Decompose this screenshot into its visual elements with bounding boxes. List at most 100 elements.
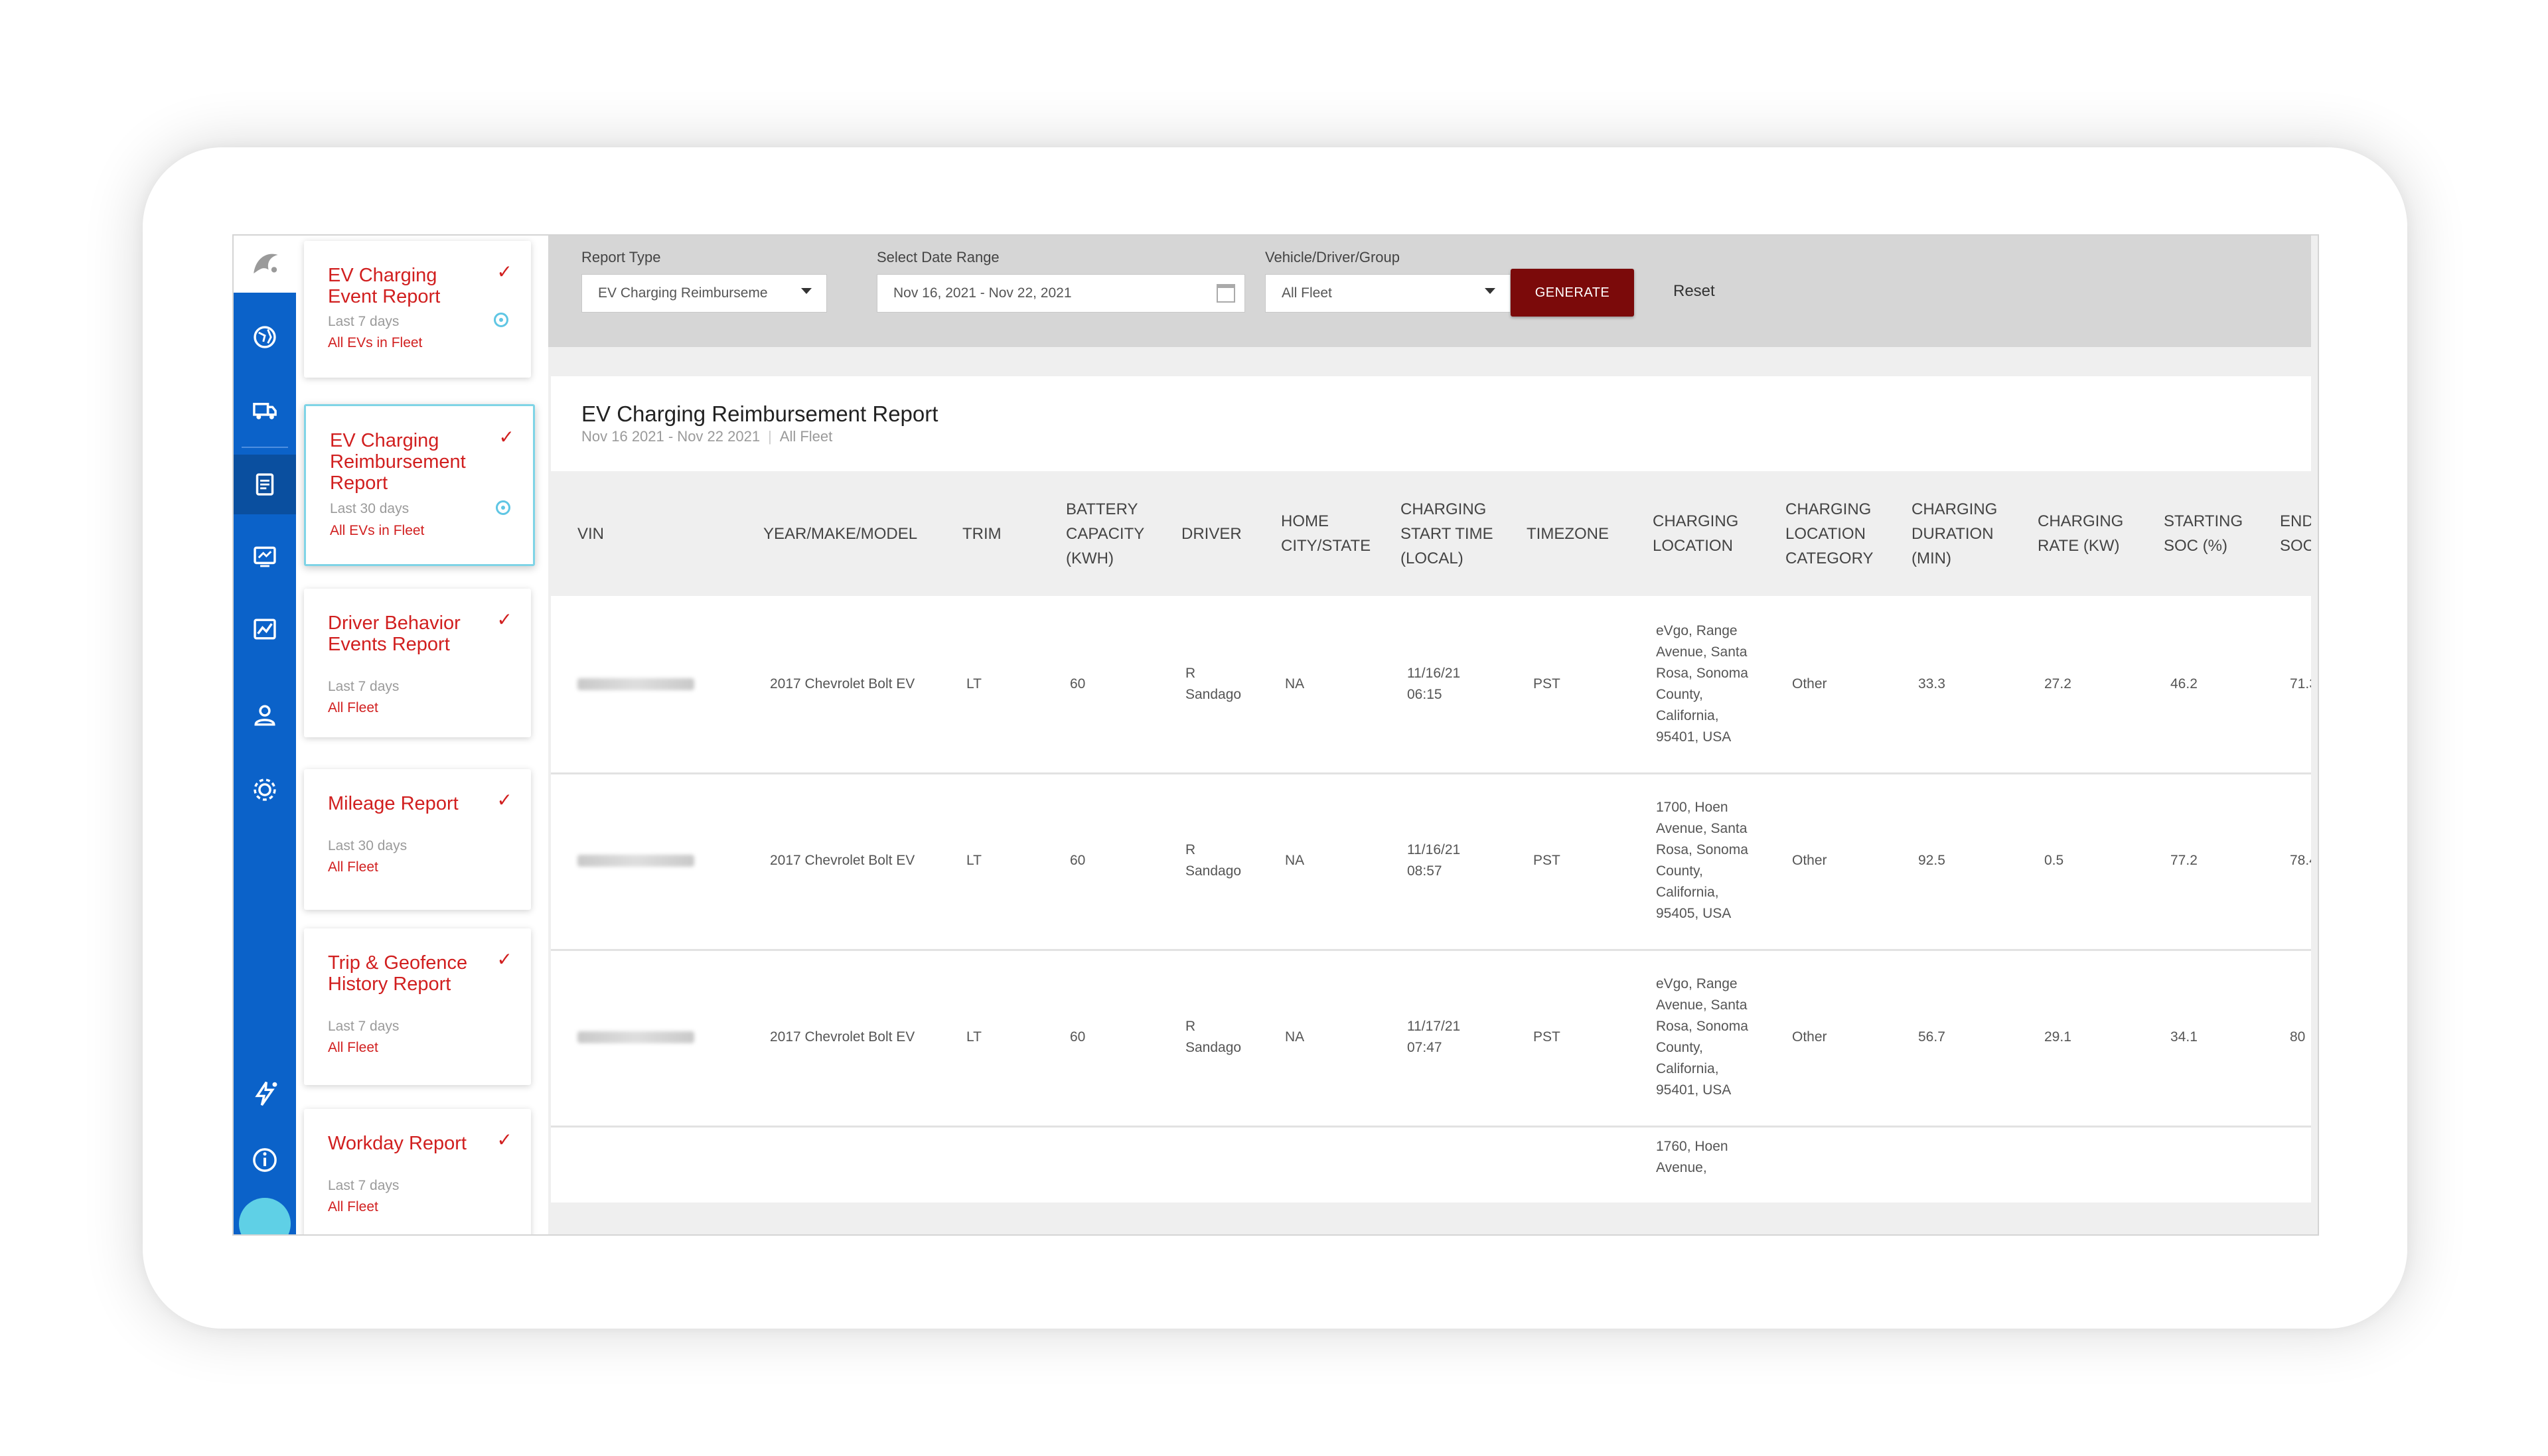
users-icon[interactable] xyxy=(234,686,296,745)
rate-cell: 29.1 xyxy=(2044,1029,2071,1045)
trim-cell: LT xyxy=(966,676,982,692)
table-row[interactable]: 2017 Chevrolet Bolt EV LT 60 R Sandago N… xyxy=(551,949,2311,1128)
column-header[interactable]: DRIVER xyxy=(1181,524,1242,543)
report-card-period: Last 30 days xyxy=(328,838,408,853)
column-header[interactable]: CHARGING LOCATION xyxy=(1653,512,1739,555)
date-range-input[interactable]: Nov 16, 2021 - Nov 22, 2021 xyxy=(877,274,1245,313)
globe-icon[interactable] xyxy=(234,307,296,367)
report-type-value: EV Charging Reimburseme xyxy=(598,285,768,301)
info-icon[interactable] xyxy=(234,1130,296,1190)
redacted-vin xyxy=(577,678,694,690)
dashboard-icon[interactable] xyxy=(234,526,296,586)
check-icon: ✓ xyxy=(496,1129,512,1150)
start-time-cell: 11/16/21 08:57 xyxy=(1407,842,1461,879)
check-icon: ✓ xyxy=(496,790,512,810)
report-card-title: EV Charging Event Report xyxy=(328,265,441,307)
report-card-scope: All EVs in Fleet xyxy=(328,335,423,350)
start-time-cell: 11/17/21 07:47 xyxy=(1407,1019,1461,1055)
column-header[interactable]: CHARGING DURATION (MIN) xyxy=(1911,500,1998,567)
check-icon: ✓ xyxy=(498,427,514,447)
chevron-down-icon xyxy=(801,288,812,294)
report-card-title: EV Charging Reimbursement Report xyxy=(330,430,466,494)
report-card-trip-geofence[interactable]: Trip & Geofence History Report ✓ Last 7 … xyxy=(304,928,531,1085)
column-header[interactable]: HOME CITY/STATE xyxy=(1281,512,1371,555)
capacity-cell: 60 xyxy=(1070,676,1086,692)
date-range-label: Select Date Range xyxy=(877,249,1000,265)
group-value: All Fleet xyxy=(1282,285,1332,301)
column-header[interactable]: CHARGING LOCATION CATEGORY xyxy=(1785,500,1874,567)
table-row[interactable]: 1760, Hoen Avenue, xyxy=(551,1123,2311,1202)
report-icon[interactable] xyxy=(234,455,296,514)
report-content: EV Charging Reimbursement Report Nov 16 … xyxy=(551,376,2311,1232)
column-header[interactable]: BATTERY CAPACITY (KWH) xyxy=(1066,500,1144,567)
report-card-ev-charging-reimbursement[interactable]: EV Charging Reimbursement Report ✓ Last … xyxy=(304,404,535,566)
report-list: EV Charging Event Report ✓ Last 7 days A… xyxy=(296,236,548,1234)
schedule-icon xyxy=(494,313,508,327)
ymm-cell: 2017 Chevrolet Bolt EV xyxy=(770,1029,915,1045)
report-card-scope: All Fleet xyxy=(328,1040,378,1055)
truck-icon[interactable] xyxy=(234,380,296,440)
report-card-scope: All Fleet xyxy=(328,1199,378,1214)
category-cell: Other xyxy=(1792,1029,1827,1045)
table-row[interactable]: 2017 Chevrolet Bolt EV LT 60 R Sandago N… xyxy=(551,596,2311,774)
gear-icon[interactable] xyxy=(234,760,296,820)
timezone-cell: PST xyxy=(1533,1029,1560,1045)
location-cell: eVgo, Range Avenue, Santa Rosa, Sonoma C… xyxy=(1656,623,1748,745)
report-type-select[interactable]: EV Charging Reimburseme xyxy=(581,274,827,313)
column-header[interactable]: STARTING SOC (%) xyxy=(2164,512,2243,555)
report-card-scope: All Fleet xyxy=(328,859,378,875)
column-header[interactable]: TIMEZONE xyxy=(1527,524,1609,543)
chart-icon[interactable] xyxy=(234,599,296,659)
column-header[interactable]: YEAR/MAKE/MODEL xyxy=(763,524,918,543)
avatar[interactable] xyxy=(239,1198,291,1234)
vin-cell xyxy=(577,596,694,772)
category-cell: Other xyxy=(1792,676,1827,692)
location-cell: 1700, Hoen Avenue, Santa Rosa, Sonoma Co… xyxy=(1656,800,1748,921)
report-card-period: Last 7 days xyxy=(328,314,400,329)
report-card-driver-behavior[interactable]: Driver Behavior Events Report ✓ Last 7 d… xyxy=(304,589,531,737)
rate-cell: 0.5 xyxy=(2044,853,2064,868)
group-label: Vehicle/Driver/Group xyxy=(1265,249,1400,265)
table-row[interactable]: 2017 Chevrolet Bolt EV LT 60 R Sandago N… xyxy=(551,772,2311,951)
vin-cell xyxy=(577,949,694,1126)
end-soc-cell: 78.4 xyxy=(2290,853,2311,868)
report-card-title: Driver Behavior Events Report xyxy=(328,613,461,655)
report-card-ev-charging-event[interactable]: EV Charging Event Report ✓ Last 7 days A… xyxy=(304,241,531,378)
column-header[interactable]: VIN xyxy=(577,524,605,543)
home-cell: NA xyxy=(1285,1029,1305,1045)
duration-cell: 92.5 xyxy=(1918,853,1945,868)
column-header[interactable]: CHARGING START TIME (LOCAL) xyxy=(1400,500,1493,567)
ymm-cell: 2017 Chevrolet Bolt EV xyxy=(770,676,915,692)
charging-icon[interactable] xyxy=(234,1064,296,1124)
location-cell: eVgo, Range Avenue, Santa Rosa, Sonoma C… xyxy=(1656,976,1748,1098)
redacted-vin xyxy=(577,1031,694,1043)
table-header: VIN YEAR/MAKE/MODEL TRIM BATTERY CAPACIT… xyxy=(551,471,2311,596)
report-card-title: Workday Report xyxy=(328,1133,467,1154)
start-time-cell: 11/16/21 06:15 xyxy=(1407,666,1461,702)
report-type-label: Report Type xyxy=(581,249,661,265)
column-header[interactable]: CHARGING RATE (KW) xyxy=(2038,512,2124,555)
group-select[interactable]: All Fleet xyxy=(1265,274,1511,313)
chevron-down-icon xyxy=(1485,288,1495,294)
column-header[interactable]: TRIM xyxy=(962,524,1002,543)
redacted-vin xyxy=(577,855,694,867)
duration-cell: 56.7 xyxy=(1918,1029,1945,1045)
generate-button[interactable]: GENERATE xyxy=(1511,269,1634,317)
home-cell: NA xyxy=(1285,676,1305,692)
report-card-period: Last 30 days xyxy=(330,501,410,516)
trim-cell: LT xyxy=(966,853,982,868)
duration-cell: 33.3 xyxy=(1918,676,1945,692)
calendar-icon[interactable] xyxy=(1217,284,1235,303)
category-cell: Other xyxy=(1792,853,1827,868)
report-card-period: Last 7 days xyxy=(328,679,400,694)
report-card-scope: All Fleet xyxy=(328,700,378,715)
schedule-icon xyxy=(496,500,510,515)
report-card-workday[interactable]: Workday Report ✓ Last 7 days All Fleet xyxy=(304,1109,531,1234)
app-logo xyxy=(234,236,296,293)
column-header[interactable]: ENDIN SOC ( xyxy=(2280,512,2311,555)
reset-link[interactable]: Reset xyxy=(1673,282,1715,300)
location-cell: 1760, Hoen Avenue, xyxy=(1656,1139,1728,1175)
report-card-mileage[interactable]: Mileage Report ✓ Last 30 days All Fleet xyxy=(304,769,531,910)
end-soc-cell: 71.3 xyxy=(2290,676,2311,692)
driver-cell: R Sandago xyxy=(1185,842,1242,879)
